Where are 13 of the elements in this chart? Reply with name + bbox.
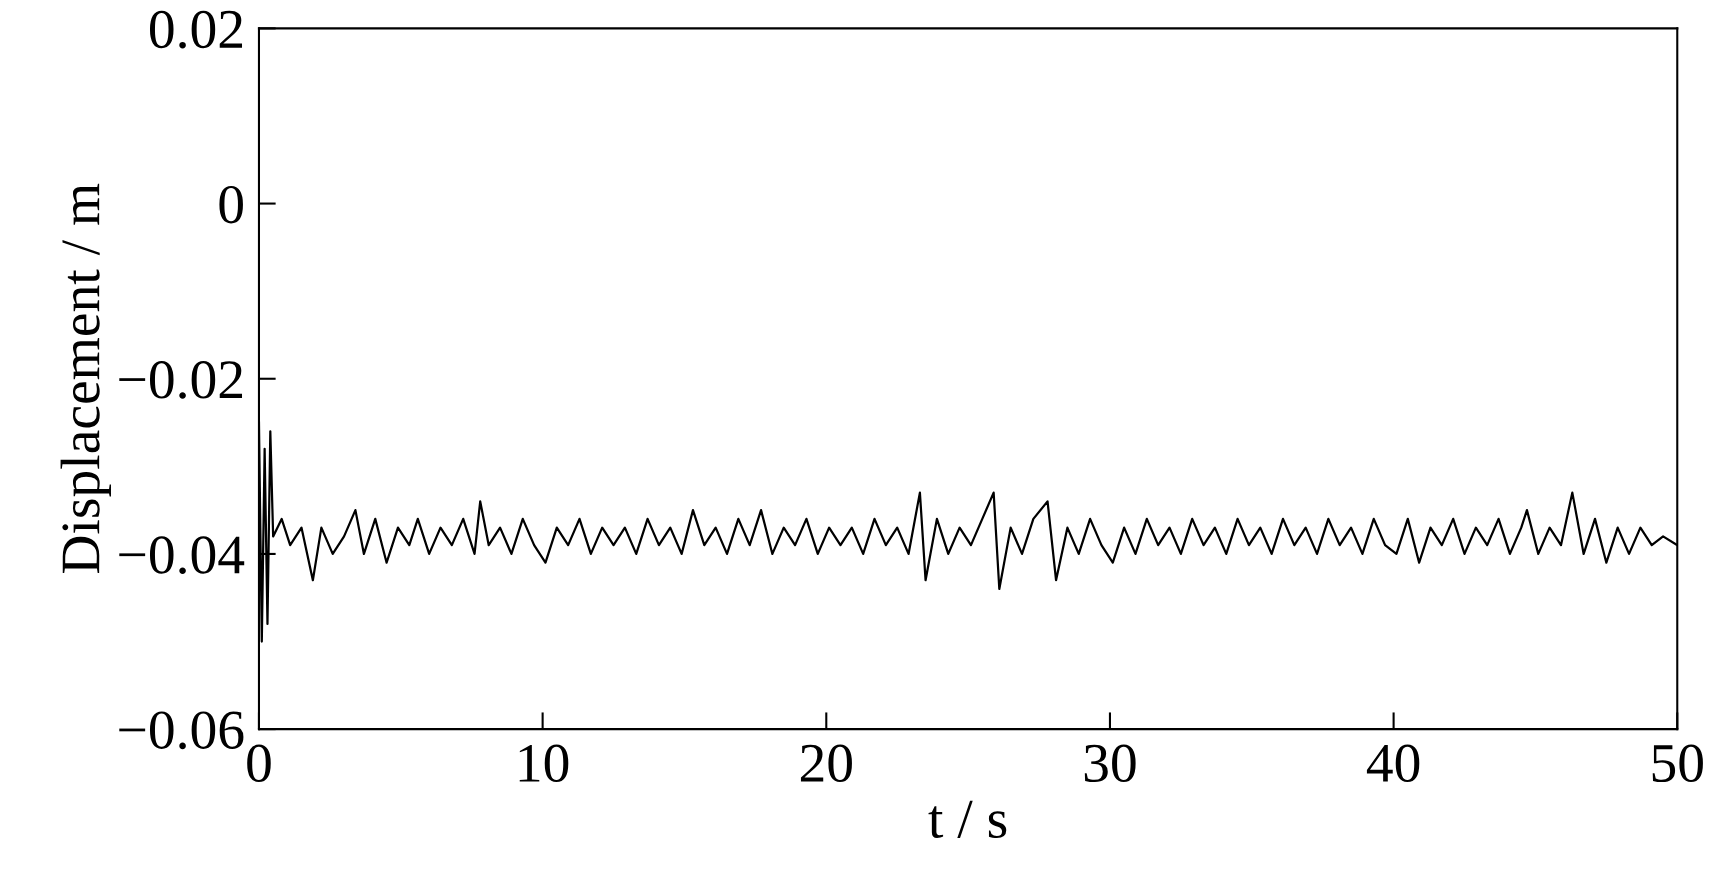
x-tick-label: 20: [800, 744, 852, 783]
y-tick-label: −0.02: [119, 361, 243, 399]
x-tick-label: 40: [1366, 744, 1420, 783]
y-tick-label: 0.02: [149, 10, 243, 49]
x-tick-label: 50: [1652, 744, 1703, 783]
y-axis-title: Displacement / m: [60, 183, 111, 574]
x-tick-label: 10: [519, 744, 569, 783]
y-tick-label: −0.06: [119, 711, 244, 750]
x-tick-label: 0: [247, 744, 271, 783]
x-axis-title: t / s: [928, 800, 1007, 839]
x-tick-label: 30: [1084, 744, 1136, 783]
y-tick-label: 0: [219, 185, 243, 224]
y-tick-label: −0.04: [119, 536, 245, 574]
